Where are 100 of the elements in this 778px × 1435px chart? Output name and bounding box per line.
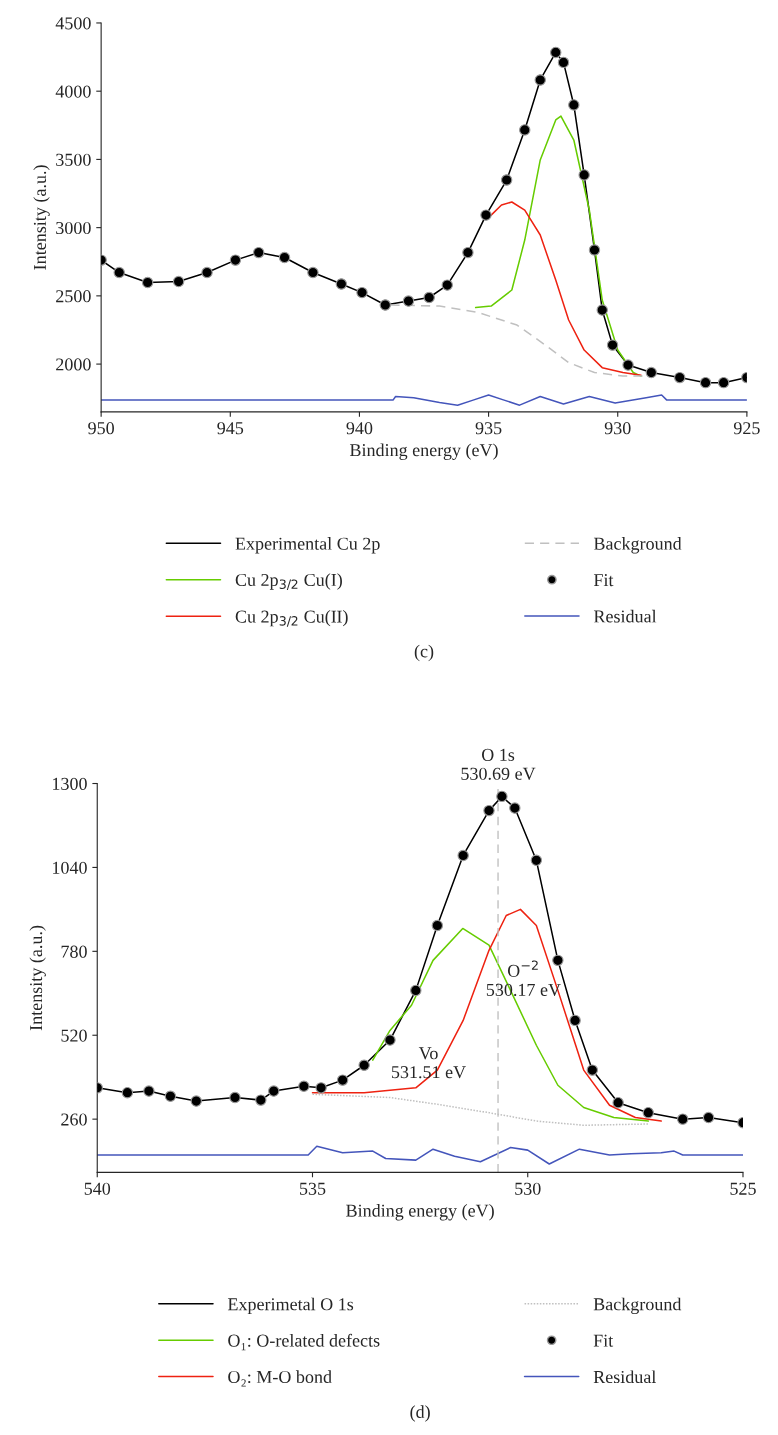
x-axis-title: Binding energy (eV) xyxy=(349,443,498,460)
legend-label: O₁: O-related defects xyxy=(228,1333,380,1351)
line-series xyxy=(101,394,747,406)
legend-label: Residual xyxy=(593,1370,656,1384)
point xyxy=(612,1096,624,1109)
line-series xyxy=(311,908,662,1122)
point xyxy=(201,266,213,279)
ref-line-label: O 1s 530.69 eV xyxy=(461,748,536,780)
point xyxy=(519,124,531,136)
legend-label: Background xyxy=(593,537,682,554)
legend-label: Background xyxy=(593,1297,682,1315)
point xyxy=(645,366,658,379)
point xyxy=(410,984,422,997)
point xyxy=(141,276,154,289)
point xyxy=(568,99,580,111)
x-tick-label: 525 xyxy=(730,1182,756,1195)
y-tick-label: 4000 xyxy=(55,85,91,98)
point xyxy=(423,291,435,304)
y-tick-label: 780 xyxy=(61,945,87,958)
point xyxy=(121,1086,134,1099)
point xyxy=(457,849,469,862)
legend-label: Fit xyxy=(593,574,614,587)
line-series xyxy=(97,1145,743,1165)
y-axis-title: Intensity (a.u.) xyxy=(29,925,46,1031)
point xyxy=(642,1106,654,1119)
point xyxy=(229,254,242,266)
legend-label: Cu 2p$_{3/2}$ Cu(II) xyxy=(235,609,348,627)
x-tick-label: 930 xyxy=(604,422,631,435)
line-series xyxy=(372,927,650,1122)
point xyxy=(143,1085,155,1097)
point xyxy=(335,278,348,290)
y-tick-label: 4500 xyxy=(55,17,91,30)
legend-label: Cu 2p$_{3/2}$ Cu(I) xyxy=(235,573,342,590)
point xyxy=(190,1095,202,1107)
y-tick-label: 3000 xyxy=(56,221,91,235)
point xyxy=(588,244,601,256)
x-tick-label: 535 xyxy=(300,1182,326,1195)
x-tick-label: 950 xyxy=(88,422,114,435)
point xyxy=(384,1034,396,1046)
point xyxy=(379,299,391,311)
point xyxy=(255,1094,267,1106)
point xyxy=(674,371,686,384)
point xyxy=(699,376,712,389)
point xyxy=(500,174,513,186)
point xyxy=(278,251,291,264)
point xyxy=(530,854,543,867)
y-tick-label: 1300 xyxy=(53,777,87,790)
point xyxy=(462,246,474,259)
point xyxy=(356,286,368,299)
point xyxy=(298,1080,310,1092)
legend-label: O₂: M-O bond xyxy=(228,1370,332,1387)
legend-label: Residual xyxy=(593,609,657,623)
x-tick-label: 935 xyxy=(475,422,502,435)
point xyxy=(717,376,730,389)
y-tick-label: 2000 xyxy=(56,358,91,371)
point xyxy=(550,46,562,59)
point xyxy=(172,275,185,288)
point xyxy=(606,339,619,351)
point xyxy=(164,1090,177,1102)
point xyxy=(702,1111,715,1124)
point xyxy=(307,266,319,279)
point xyxy=(315,1082,327,1094)
point xyxy=(431,919,444,932)
x-tick-label: 540 xyxy=(84,1182,111,1195)
legend-label: Experimetal O 1s xyxy=(227,1297,354,1315)
point xyxy=(229,1091,241,1104)
y-tick-label: 3500 xyxy=(56,153,91,166)
point xyxy=(358,1059,370,1071)
point xyxy=(586,1064,599,1076)
point xyxy=(552,954,564,967)
point xyxy=(113,266,125,279)
point xyxy=(569,1014,581,1027)
point xyxy=(496,790,508,803)
legend-label: Experimental Cu 2p xyxy=(235,537,380,554)
point xyxy=(622,359,634,371)
point xyxy=(509,802,521,814)
point xyxy=(557,56,570,69)
x-axis-title: Binding energy (eV) xyxy=(346,1204,494,1221)
x-tick-label: 945 xyxy=(217,422,244,435)
point xyxy=(268,1085,280,1097)
point xyxy=(336,1074,349,1086)
point xyxy=(677,1113,689,1125)
y-tick-label: 520 xyxy=(61,1029,87,1042)
point xyxy=(596,304,608,316)
y-tick-label: 1040 xyxy=(53,861,87,874)
text: (d) xyxy=(410,1405,430,1422)
point xyxy=(402,295,415,307)
x-tick-label: 940 xyxy=(346,422,373,435)
y-tick-label: 260 xyxy=(61,1113,87,1126)
text: (c) xyxy=(414,644,434,662)
point xyxy=(441,279,453,291)
legend-label: Fit xyxy=(593,1334,614,1347)
point xyxy=(480,209,492,221)
y-tick-label: 2500 xyxy=(56,290,91,303)
point xyxy=(534,74,546,86)
y-axis-title: Intensity (a.u.) xyxy=(33,165,50,270)
point xyxy=(483,804,495,817)
x-tick-label: 530 xyxy=(515,1182,541,1195)
point xyxy=(252,246,265,259)
x-tick-label: 925 xyxy=(733,422,760,435)
